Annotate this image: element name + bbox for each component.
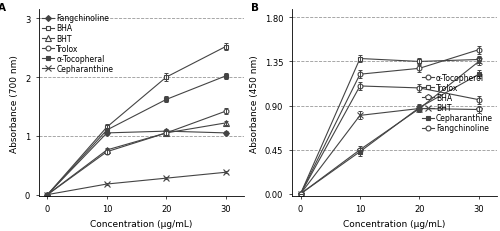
Text: A: A	[0, 3, 6, 13]
X-axis label: Concentration (μg/mL): Concentration (μg/mL)	[90, 219, 192, 228]
Legend: Fangchinoline, BHA, BHT, Trolox, α-Tocopheral, Cepharanthine: Fangchinoline, BHA, BHT, Trolox, α-Tocop…	[41, 13, 115, 75]
X-axis label: Concentration (μg/mL): Concentration (μg/mL)	[343, 219, 446, 228]
Y-axis label: Absorbance (700 nm): Absorbance (700 nm)	[10, 55, 20, 152]
Text: B: B	[250, 3, 258, 13]
Legend: α-Tocopherol, Trolox, BHA, BHT, Cepharanthine, Fangchinoline: α-Tocopherol, Trolox, BHA, BHT, Cepharan…	[420, 72, 494, 134]
Y-axis label: Absorbance (450 nm): Absorbance (450 nm)	[250, 55, 260, 152]
